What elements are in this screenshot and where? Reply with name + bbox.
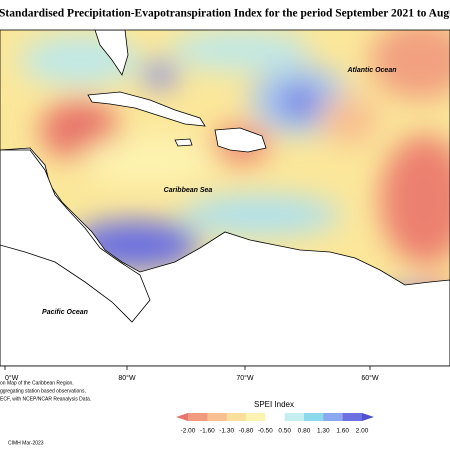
legend-swatch: [246, 413, 266, 421]
footnote: on Map of the Caribbean Region. ggregatin…: [0, 380, 91, 402]
sea-label: Caribbean Sea: [164, 187, 213, 194]
legend-tick-label: -2.00: [181, 428, 196, 435]
legend-tick-label: 2.00: [356, 428, 369, 435]
legend-tick-label: 0.80: [298, 428, 311, 435]
longitude-axis: 0°W 80°W 70°W 60°W: [4, 366, 379, 382]
legend-swatch: [284, 413, 305, 421]
legend-tick-label: 1.60: [336, 428, 349, 435]
legend-tick-label: -0.80: [239, 428, 254, 435]
legend-tick-label: 1.30: [317, 428, 330, 435]
legend-tick-label: -0.50: [258, 428, 273, 435]
legend-swatch: [207, 413, 227, 421]
legend-swatch: [304, 413, 324, 421]
ocean-label: Pacific Ocean: [42, 309, 88, 316]
legend-title: SPEI Index: [254, 400, 294, 409]
legend-swatch: [362, 413, 374, 421]
legend-swatch: [176, 413, 188, 421]
legend-swatch: [265, 413, 285, 421]
longitude-label: 0°W: [5, 374, 19, 382]
map: [0, 30, 450, 366]
longitude-label: 80°W: [118, 374, 136, 382]
legend-swatch: [342, 413, 363, 421]
land: [0, 30, 450, 366]
title: Standardised Precipitation-Evapotranspir…: [0, 8, 450, 20]
legend-swatch: [188, 413, 208, 421]
footnote-line: ggregating station based observations,: [0, 388, 86, 394]
footnote-line: on Map of the Caribbean Region.: [0, 380, 74, 386]
legend-tick-label: -1.60: [200, 428, 215, 435]
longitude-label: 70°W: [236, 374, 254, 382]
ocean-label: Atlantic Ocean: [346, 67, 396, 74]
map-frame: [0, 29, 450, 367]
legend-swatch: [226, 413, 247, 421]
legend-tick-label: 0.50: [278, 428, 291, 435]
credit: CIMH Mar-2023: [8, 440, 44, 446]
legend: -2.00 -1.60 -1.30 -0.80 -0.50 0.50 0.80 1.30 1.6…: [176, 413, 374, 435]
legend-swatch: [323, 413, 343, 421]
longitude-label: 60°W: [361, 374, 379, 382]
legend-tick-label: -1.30: [219, 428, 234, 435]
footnote-line: ECF, with NCEP/NCAR Reanalysis Data.: [0, 396, 91, 402]
